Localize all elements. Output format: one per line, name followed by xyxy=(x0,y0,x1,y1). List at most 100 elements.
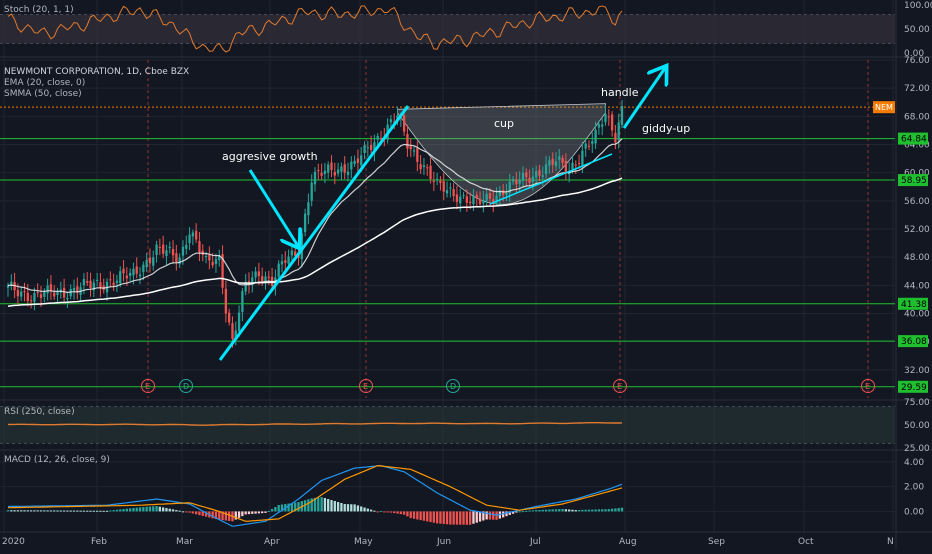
candle-body xyxy=(10,281,13,286)
level-tag-label: 64.84 xyxy=(901,135,927,145)
macd-histogram-bar xyxy=(574,510,577,512)
candle-body xyxy=(122,268,125,274)
candle-body xyxy=(587,145,591,147)
candle-body xyxy=(228,312,231,323)
macd-histogram-bar xyxy=(36,510,39,512)
candle-body xyxy=(195,230,198,240)
macd-histogram-bar xyxy=(356,505,360,512)
candle-body xyxy=(535,171,538,178)
macd-histogram-bar xyxy=(155,506,158,512)
y-tick-label: 48.00 xyxy=(904,253,930,263)
macd-histogram-bar xyxy=(538,509,541,512)
macd-histogram-bar xyxy=(442,511,445,524)
macd-histogram-bar xyxy=(290,503,294,512)
macd-histogram-bar xyxy=(264,511,267,513)
macd-histogram-bar xyxy=(531,510,535,512)
candle-body xyxy=(531,176,535,183)
macd-histogram-bar xyxy=(13,510,16,512)
candle-body xyxy=(620,106,624,126)
rsi-y-tick: 25.00 xyxy=(904,444,930,454)
macd-histogram-bar xyxy=(581,509,584,512)
rsi-y-tick: 75.00 xyxy=(904,398,930,408)
candle-body xyxy=(43,292,46,297)
candle-body xyxy=(607,116,610,118)
candle-body xyxy=(125,275,128,279)
x-axis-label: Jul xyxy=(529,537,541,547)
macd-histogram-bar xyxy=(416,511,419,520)
macd-histogram-bar xyxy=(492,511,495,520)
candle-body xyxy=(601,124,604,127)
candle-body xyxy=(234,330,237,339)
candle-body xyxy=(171,248,175,256)
macd-histogram-bar xyxy=(363,507,366,512)
macd-histogram-bar xyxy=(502,511,505,518)
candle-body xyxy=(422,165,426,168)
macd-histogram-bar xyxy=(218,511,221,520)
macd-histogram-bar xyxy=(185,511,188,513)
candle-body xyxy=(20,291,23,297)
y-tick-label: 44.00 xyxy=(904,281,930,291)
macd-histogram-bar xyxy=(406,511,409,517)
macd-histogram-bar xyxy=(228,511,231,521)
candle-body xyxy=(241,291,244,313)
candle-body xyxy=(360,155,363,166)
macd-histogram-bar xyxy=(294,502,297,512)
macd-histogram-bar xyxy=(122,509,125,512)
macd-histogram-bar xyxy=(224,511,228,521)
macd-histogram-bar xyxy=(594,509,597,512)
candle-body xyxy=(138,274,142,277)
macd-histogram-bar xyxy=(366,508,369,512)
candle-body xyxy=(320,172,323,176)
macd-histogram-bar xyxy=(89,510,92,512)
macd-histogram-bar xyxy=(561,508,564,512)
macd-histogram-bar xyxy=(393,511,396,514)
level-tag xyxy=(898,380,928,393)
macd-histogram-bar xyxy=(138,507,142,512)
macd-histogram-bar xyxy=(346,504,350,512)
candle-body xyxy=(327,164,330,173)
candle-body xyxy=(161,244,165,254)
macd-histogram-bar xyxy=(435,511,439,524)
macd-histogram-bar xyxy=(313,497,317,512)
macd-histogram-bar xyxy=(604,509,607,512)
macd-histogram-bar xyxy=(419,511,422,521)
macd-histogram-bar xyxy=(66,510,69,512)
macd-signal-line xyxy=(8,464,623,522)
candle-body xyxy=(294,251,297,256)
candle-body xyxy=(280,261,284,265)
candle-body xyxy=(551,158,554,165)
macd-histogram-bar xyxy=(69,510,72,512)
event-marker xyxy=(179,379,193,393)
candle-body xyxy=(518,180,521,184)
macd-histogram-bar xyxy=(617,508,620,512)
macd-histogram-bar xyxy=(10,510,13,512)
stoch-band xyxy=(0,14,895,44)
macd-histogram-bar xyxy=(204,511,208,517)
candle-body xyxy=(181,246,185,256)
candle-body xyxy=(86,281,89,283)
macd-histogram-bar xyxy=(386,511,389,513)
candle-body xyxy=(89,280,92,289)
macd-histogram-bar xyxy=(465,511,469,525)
event-marker xyxy=(446,379,460,393)
macd-histogram-bar xyxy=(56,510,59,512)
candle-body xyxy=(488,193,492,199)
candle-body xyxy=(303,213,307,233)
candle-body xyxy=(53,292,56,297)
candle-body xyxy=(445,190,449,194)
candle-body xyxy=(366,147,369,149)
macd-histogram-bar xyxy=(6,510,10,512)
candle-body xyxy=(237,312,241,332)
macd-histogram-bar xyxy=(426,511,429,522)
macd-histogram-bar xyxy=(82,510,86,512)
candle-body xyxy=(363,145,366,153)
candle-body xyxy=(115,280,119,283)
candle-body xyxy=(376,135,379,140)
candle-body xyxy=(185,244,188,249)
macd-histogram-bar xyxy=(33,510,36,512)
candle-body xyxy=(558,156,561,160)
macd-histogram-bar xyxy=(128,508,132,512)
candle-body xyxy=(465,196,469,203)
level-tag-label: 58.95 xyxy=(901,176,927,186)
